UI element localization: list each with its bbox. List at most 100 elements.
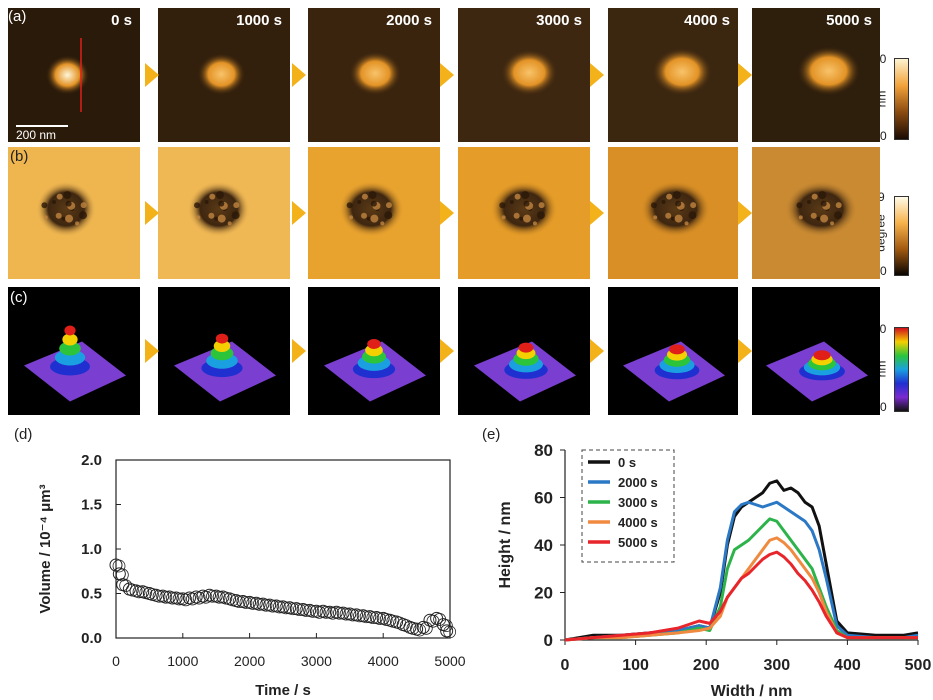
data-point [319, 605, 333, 619]
y-tick-label: 60 [534, 489, 553, 508]
x-tick-label: 200 [693, 657, 720, 674]
data-point [266, 599, 280, 613]
y-tick-label: 0.0 [81, 630, 102, 647]
colorbar-3d [894, 327, 909, 412]
x-tick-label: 500 [905, 657, 932, 674]
x-tick-label: 4000 [368, 653, 399, 669]
sequence-arrow [144, 338, 159, 364]
height-profile-chart: 0 100 200 300 400 500 0 20 40 60 80 0 s 2000 s 3000 s… [497, 441, 932, 700]
time-label: 2000 s [386, 12, 432, 29]
data-point [212, 590, 226, 604]
data-point [279, 601, 293, 615]
data-point [299, 604, 313, 617]
phase-image [752, 147, 880, 279]
time-label: 1000 s [236, 12, 282, 29]
y-tick-label: 2.0 [81, 452, 102, 469]
height-image: 1000 s [158, 8, 290, 142]
data-point [443, 625, 457, 639]
legend-label: 0 s [618, 455, 636, 470]
data-point [366, 611, 380, 625]
height-image: 3000 s [458, 8, 590, 142]
panel-label-e: (e) [482, 426, 501, 443]
legend-label: 3000 s [618, 495, 658, 510]
sequence-arrow [589, 200, 604, 226]
data-point [439, 619, 453, 633]
series-line [564, 500, 919, 642]
volume-chart: 0 1000 2000 3000 4000 5000 0.0 0.5 1.0 1.5 2.0 Time… [37, 452, 466, 699]
colorbar-phase-min: 0 [880, 264, 887, 278]
x-tick-label: 5000 [434, 653, 465, 669]
y-tick-label: 1.5 [81, 497, 102, 514]
height-image: 5000 s [752, 8, 880, 142]
data-point [333, 606, 346, 620]
x-tick-label: 0 [561, 657, 570, 674]
y-tick-label: 80 [534, 441, 553, 460]
sequence-arrow [291, 62, 306, 88]
height-image: 2000 s [308, 8, 440, 142]
surface-3d-image [752, 287, 880, 415]
phase-image [458, 147, 590, 279]
x-tick-label: 100 [622, 657, 649, 674]
phase-image [308, 147, 440, 279]
x-tick-label: 400 [834, 657, 861, 674]
surface-3d-image [458, 287, 590, 415]
data-point [232, 595, 246, 609]
height-image: 0 s 200 nm [8, 8, 140, 142]
sequence-arrow [291, 338, 306, 364]
data-point [353, 609, 366, 623]
data-point [246, 596, 260, 610]
time-label: 3000 s [536, 12, 582, 29]
y-tick-label: 40 [534, 536, 553, 555]
data-point [306, 605, 320, 618]
phase-image [158, 147, 290, 279]
panel-label-a: (a) [8, 8, 27, 25]
surface-3d-image [8, 287, 140, 415]
sequence-arrow [439, 338, 454, 364]
y-tick-label: 1.0 [81, 541, 102, 558]
data-point [119, 579, 133, 593]
panel-label-c: (c) [10, 289, 28, 306]
panel-label-d: (d) [14, 426, 33, 443]
sequence-arrow [144, 62, 159, 88]
legend-label: 2000 s [618, 475, 658, 490]
colorbar-phase [894, 196, 909, 276]
scale-bar-label: 200 nm [16, 128, 57, 142]
sequence-arrow [439, 62, 454, 88]
data-point [373, 612, 386, 625]
data-point [359, 610, 373, 624]
x-tick-label: 0 [112, 653, 120, 669]
y-tick-label: 0.5 [81, 586, 102, 603]
data-point [152, 589, 166, 603]
sequence-arrow [737, 62, 752, 88]
legend-label: 4000 s [618, 515, 658, 530]
x-axis-label: Time / s [255, 682, 311, 699]
colorbar-3d-min: 0 [880, 400, 887, 414]
data-point [252, 597, 266, 611]
data-point [112, 559, 126, 573]
data-point [159, 590, 173, 604]
data-point [419, 621, 433, 635]
legend-label: 5000 s [618, 535, 658, 550]
height-image: 4000 s [608, 8, 738, 142]
surface-3d-image [608, 287, 738, 415]
time-label: 0 s [111, 12, 132, 29]
data-point [206, 589, 219, 603]
y-axis-label: Volume / 10⁻⁴ μm³ [37, 484, 54, 613]
surface-3d-image [158, 287, 290, 415]
data-point [259, 598, 273, 612]
y-tick-label: 20 [534, 584, 553, 603]
y-tick-label: 0 [544, 631, 553, 650]
sequence-arrow [144, 200, 159, 226]
data-point [272, 600, 286, 614]
sequence-arrow [439, 200, 454, 226]
data-point [132, 585, 146, 599]
sequence-arrow [589, 338, 604, 364]
colorbar-height-min: 0 [880, 129, 887, 143]
sequence-arrow [737, 200, 752, 226]
phase-image [8, 147, 140, 279]
x-tick-label: 300 [763, 657, 790, 674]
data-point [239, 596, 253, 609]
x-tick-label: 1000 [167, 653, 198, 669]
time-label: 5000 s [826, 12, 872, 29]
sequence-arrow [737, 338, 752, 364]
